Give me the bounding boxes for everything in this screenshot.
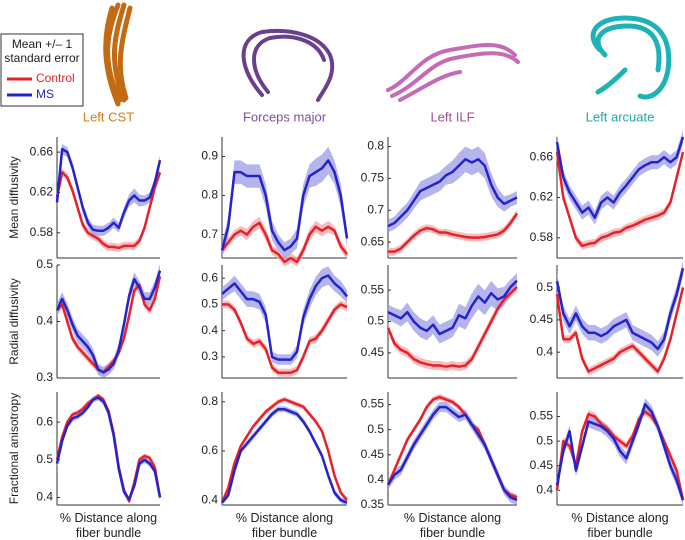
error-band (388, 209, 517, 256)
y-tick-label: 0.65 (361, 234, 385, 248)
y-tick-label: 0.55 (530, 409, 554, 423)
series-line (221, 274, 348, 361)
series-line (388, 212, 519, 253)
y-tick-label: 0.58 (530, 230, 554, 244)
y-tick-label: 0.55 (361, 282, 385, 296)
y-tick-label: 0.6 (36, 414, 53, 428)
series-line (220, 159, 349, 252)
y-tick-label: 0.5 (536, 280, 553, 294)
y-tick-label: 0.4 (536, 344, 553, 358)
error-band (388, 402, 517, 505)
series-line (386, 286, 518, 368)
y-tick-label: 0.5 (367, 314, 384, 328)
y-axis-label: Radial diffusivity (7, 278, 21, 364)
y-tick-label: 0.8 (367, 139, 384, 153)
error-band (57, 272, 160, 377)
series-line (220, 398, 348, 504)
y-tick-label: 0.4 (367, 472, 384, 486)
y-tick-label: 0.3 (201, 349, 218, 363)
y-tick-label: 0.9 (201, 149, 218, 163)
y-tick-label: 0.45 (530, 458, 554, 472)
y-tick-label: 0.35 (361, 497, 385, 511)
y-tick-label: 0.5 (536, 433, 553, 447)
y-tick-label: 0.6 (201, 443, 218, 457)
series-line (555, 403, 685, 501)
y-tick-label: 0.45 (530, 312, 554, 326)
y-tick-label: 0.4 (201, 323, 218, 337)
y-tick-label: 0.8 (201, 394, 218, 408)
x-axis-label: % Distance along fiber bundle (235, 511, 334, 540)
tract-icons (103, 2, 672, 107)
y-tick-label: 0.4 (36, 490, 53, 504)
series-line (55, 270, 162, 374)
tract-arcuate (590, 15, 672, 100)
y-axis-label: Mean diffusivity (7, 156, 21, 238)
y-tick-label: 0.66 (30, 144, 54, 158)
y-axis-label: Fractional anisotropy (7, 393, 21, 504)
series-line (221, 221, 348, 264)
series-line (555, 151, 685, 248)
error-band (222, 146, 347, 258)
y-tick-label: 0.6 (201, 270, 218, 284)
x-axis-label: % Distance along fiber bundle (571, 511, 669, 540)
error-band (388, 273, 517, 344)
y-tick-label: 0.62 (30, 185, 54, 199)
error-band (222, 217, 347, 267)
column-title: Left arcuate (586, 109, 655, 124)
legend-label: Control (36, 71, 75, 85)
x-axis-label: % Distance along fiber bundle (59, 511, 158, 540)
error-band (557, 148, 683, 250)
x-axis-label: % Distance along fiber bundle (403, 511, 502, 540)
y-tick-label: 0.62 (530, 190, 554, 204)
series-line (222, 303, 348, 374)
y-tick-label: 0.4 (201, 492, 218, 506)
legend-title: Mean +/– 1 standard error (4, 37, 80, 65)
y-tick-label: 0.3 (36, 370, 53, 384)
error-band (222, 266, 347, 365)
column-title: Forceps major (243, 109, 327, 124)
error-band (222, 300, 347, 377)
tract-ilf (386, 43, 520, 102)
series-line (387, 279, 518, 336)
y-tick-label: 0.5 (367, 422, 384, 436)
y-tick-label: 0.75 (361, 171, 385, 185)
series-line (55, 396, 162, 501)
series-line (221, 407, 348, 504)
y-tick-label: 0.4 (36, 314, 53, 328)
y-tick-label: 0.4 (536, 482, 553, 496)
tract-cst (103, 2, 133, 107)
y-tick-label: 0.58 (30, 225, 54, 239)
series-line (555, 287, 685, 373)
y-tick-label: 0.7 (367, 202, 384, 216)
tract-forceps (241, 28, 335, 102)
error-band (557, 260, 683, 357)
y-tick-label: 0.5 (36, 257, 53, 271)
legend-label: MS (36, 87, 54, 101)
series-line (555, 267, 685, 351)
error-band (388, 146, 517, 233)
y-tick-label: 0.66 (530, 149, 554, 163)
error-band (57, 168, 160, 252)
column-title: Left ILF (430, 109, 474, 124)
series-line (55, 147, 162, 233)
y-tick-label: 0.45 (361, 447, 385, 461)
y-tick-label: 0.7 (201, 227, 218, 241)
y-tick-label: 0.8 (201, 188, 218, 202)
error-band (222, 396, 347, 505)
series-line (387, 158, 518, 228)
y-tick-label: 0.55 (361, 397, 385, 411)
column-title: Left CST (83, 109, 134, 124)
series-line (555, 136, 685, 219)
series-line (55, 171, 162, 250)
series-line (386, 405, 518, 502)
y-tick-label: 0.5 (36, 452, 53, 466)
y-tick-label: 0.45 (361, 345, 385, 359)
y-tick-label: 0.5 (201, 297, 218, 311)
error-band (557, 129, 683, 225)
